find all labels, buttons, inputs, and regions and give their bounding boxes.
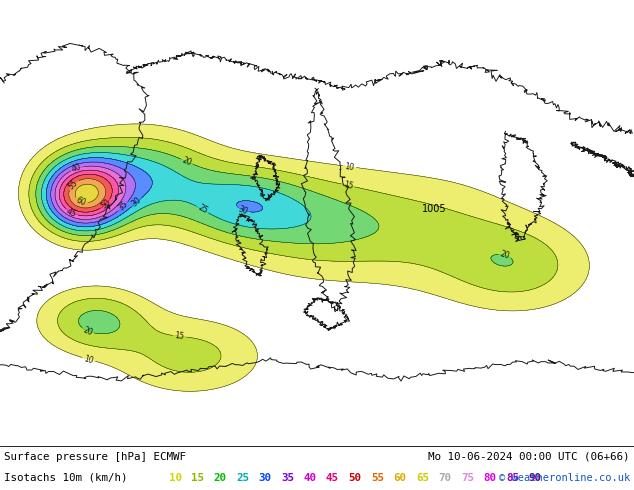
Text: 30: 30 bbox=[237, 204, 249, 216]
Text: 15: 15 bbox=[174, 331, 185, 341]
Text: 20: 20 bbox=[499, 250, 511, 261]
Text: 70: 70 bbox=[439, 473, 451, 483]
Text: 85: 85 bbox=[506, 473, 519, 483]
Text: Isotachs 10m (km/h): Isotachs 10m (km/h) bbox=[4, 473, 127, 483]
Text: 55: 55 bbox=[371, 473, 384, 483]
Text: © weatheronline.co.uk: © weatheronline.co.uk bbox=[499, 473, 630, 483]
Text: Surface pressure [hPa] ECMWF: Surface pressure [hPa] ECMWF bbox=[4, 452, 186, 462]
Text: 75: 75 bbox=[461, 473, 474, 483]
Text: 25: 25 bbox=[236, 473, 249, 483]
Text: 20: 20 bbox=[214, 473, 226, 483]
Text: 1005: 1005 bbox=[422, 204, 446, 214]
Text: 80: 80 bbox=[484, 473, 496, 483]
Text: 30: 30 bbox=[130, 196, 143, 209]
Text: 35: 35 bbox=[281, 473, 294, 483]
Text: 20: 20 bbox=[82, 325, 94, 337]
Text: 65: 65 bbox=[416, 473, 429, 483]
Text: 90: 90 bbox=[529, 473, 541, 483]
Text: 60: 60 bbox=[75, 196, 87, 208]
Text: 25: 25 bbox=[196, 203, 209, 216]
Text: 40: 40 bbox=[71, 163, 83, 174]
Text: 50: 50 bbox=[349, 473, 361, 483]
Text: 30: 30 bbox=[259, 473, 271, 483]
Text: 15: 15 bbox=[342, 180, 354, 191]
Text: 10: 10 bbox=[344, 162, 355, 172]
Text: 45: 45 bbox=[326, 473, 339, 483]
Text: 10: 10 bbox=[83, 354, 95, 365]
Text: 20: 20 bbox=[181, 156, 193, 168]
Text: 15: 15 bbox=[191, 473, 204, 483]
Text: 60: 60 bbox=[394, 473, 406, 483]
Text: 50: 50 bbox=[99, 197, 112, 211]
Text: 45: 45 bbox=[65, 206, 78, 219]
Text: 35: 35 bbox=[117, 199, 130, 213]
Text: 10: 10 bbox=[169, 473, 181, 483]
Text: Mo 10-06-2024 00:00 UTC (06+66): Mo 10-06-2024 00:00 UTC (06+66) bbox=[429, 452, 630, 462]
Text: 55: 55 bbox=[67, 178, 80, 191]
Text: 40: 40 bbox=[304, 473, 316, 483]
